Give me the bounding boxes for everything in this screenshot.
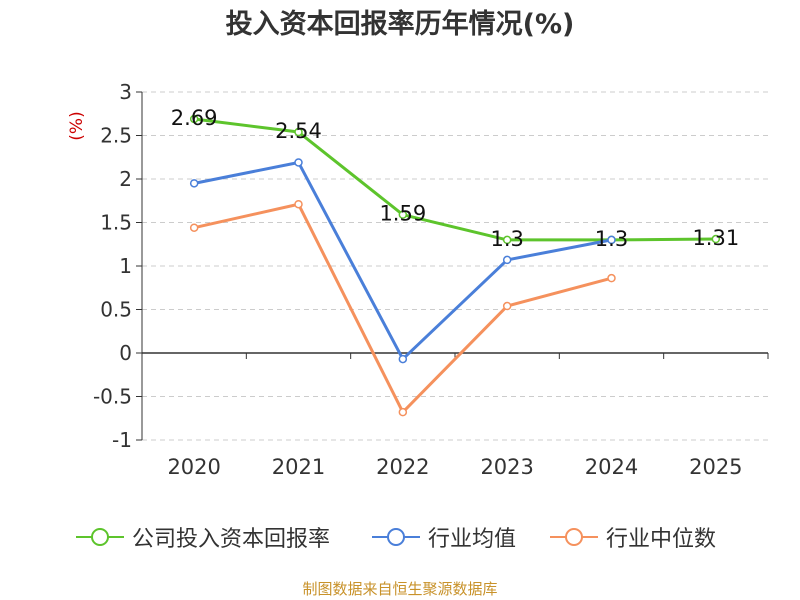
y-tick-label: 1 (119, 254, 132, 278)
data-label: 1.59 (379, 202, 426, 226)
data-label: 1.3 (490, 227, 523, 251)
legend-item-company[interactable]: 公司投入资本回报率 (76, 520, 330, 554)
y-tick-label: 2.5 (100, 124, 132, 148)
data-point-industry-median[interactable] (189, 223, 199, 232)
line-chart: 3 2.5 2 1.5 1 0.5 0 -0.5 -1 2020 2021 2022 2023 2024 2… (67, 80, 769, 479)
y-tick-label: 3 (119, 80, 132, 104)
data-label: 2.54 (275, 119, 322, 143)
data-point-industry-average[interactable] (189, 179, 199, 188)
data-point-company[interactable] (398, 210, 408, 219)
data-point-industry-median[interactable] (502, 301, 512, 311)
data-label: 2.69 (171, 106, 218, 130)
x-tick-label: 2021 (272, 455, 325, 479)
data-label: 1.3 (595, 227, 628, 251)
data-point-company[interactable] (189, 114, 199, 124)
y-tick-label: -0.5 (93, 385, 132, 409)
data-label: 1.31 (692, 226, 739, 250)
data-point-industry-median[interactable] (398, 407, 408, 417)
grid-lines (142, 91, 768, 441)
data-point-company[interactable] (502, 235, 512, 245)
series-lines (189, 114, 721, 417)
series-line-company (193, 117, 716, 242)
data-point-industry-average[interactable] (502, 255, 512, 265)
y-axis-unit-label: (%) (67, 111, 87, 140)
data-point-company[interactable] (294, 127, 303, 137)
data-point-company[interactable] (711, 234, 721, 244)
data-point-industry-average[interactable] (607, 235, 616, 245)
legend-item-industry-average[interactable]: 行业均值 (372, 520, 516, 554)
legend-line-marker-icon (372, 528, 420, 546)
data-point-industry-median[interactable] (294, 199, 303, 209)
x-tick-label: 2020 (167, 455, 220, 479)
axes: 3 2.5 2 1.5 1 0.5 0 -0.5 -1 2020 2021 2022 2023 2024 2… (67, 80, 769, 479)
legend-label: 公司投入资本回报率 (132, 527, 331, 552)
chart-title: 投入资本回报率历年情况(%) (225, 9, 575, 40)
x-tick-label: 2024 (585, 455, 638, 479)
data-point-industry-average[interactable] (294, 158, 303, 167)
x-tick-label: 2023 (480, 455, 533, 479)
legend-line-marker-icon (76, 528, 124, 546)
x-tick-label: 2025 (689, 455, 742, 479)
legend: 公司投入资本回报率 行业均值 行业中位数 (0, 520, 800, 554)
series-line-industry-average (193, 160, 612, 361)
data-source-note: 制图数据来自恒生聚源数据库 (302, 580, 498, 598)
data-labels: 2.69 2.54 1.59 1.3 1.3 1.31 (171, 106, 739, 251)
series-line-industry-median (193, 202, 612, 414)
y-tick-label: 0.5 (100, 298, 132, 322)
y-tick-label: -1 (112, 428, 132, 452)
legend-label: 行业中位数 (606, 527, 717, 552)
legend-item-industry-median[interactable]: 行业中位数 (550, 520, 716, 554)
y-tick-label: 2 (119, 167, 132, 191)
legend-line-marker-icon (550, 528, 598, 546)
y-tick-label: 1.5 (100, 211, 132, 235)
legend-label: 行业均值 (428, 527, 517, 552)
data-point-industry-median[interactable] (607, 273, 616, 283)
data-point-industry-average[interactable] (398, 354, 408, 364)
x-tick-label: 2022 (376, 455, 429, 479)
y-tick-label: 0 (119, 341, 132, 365)
